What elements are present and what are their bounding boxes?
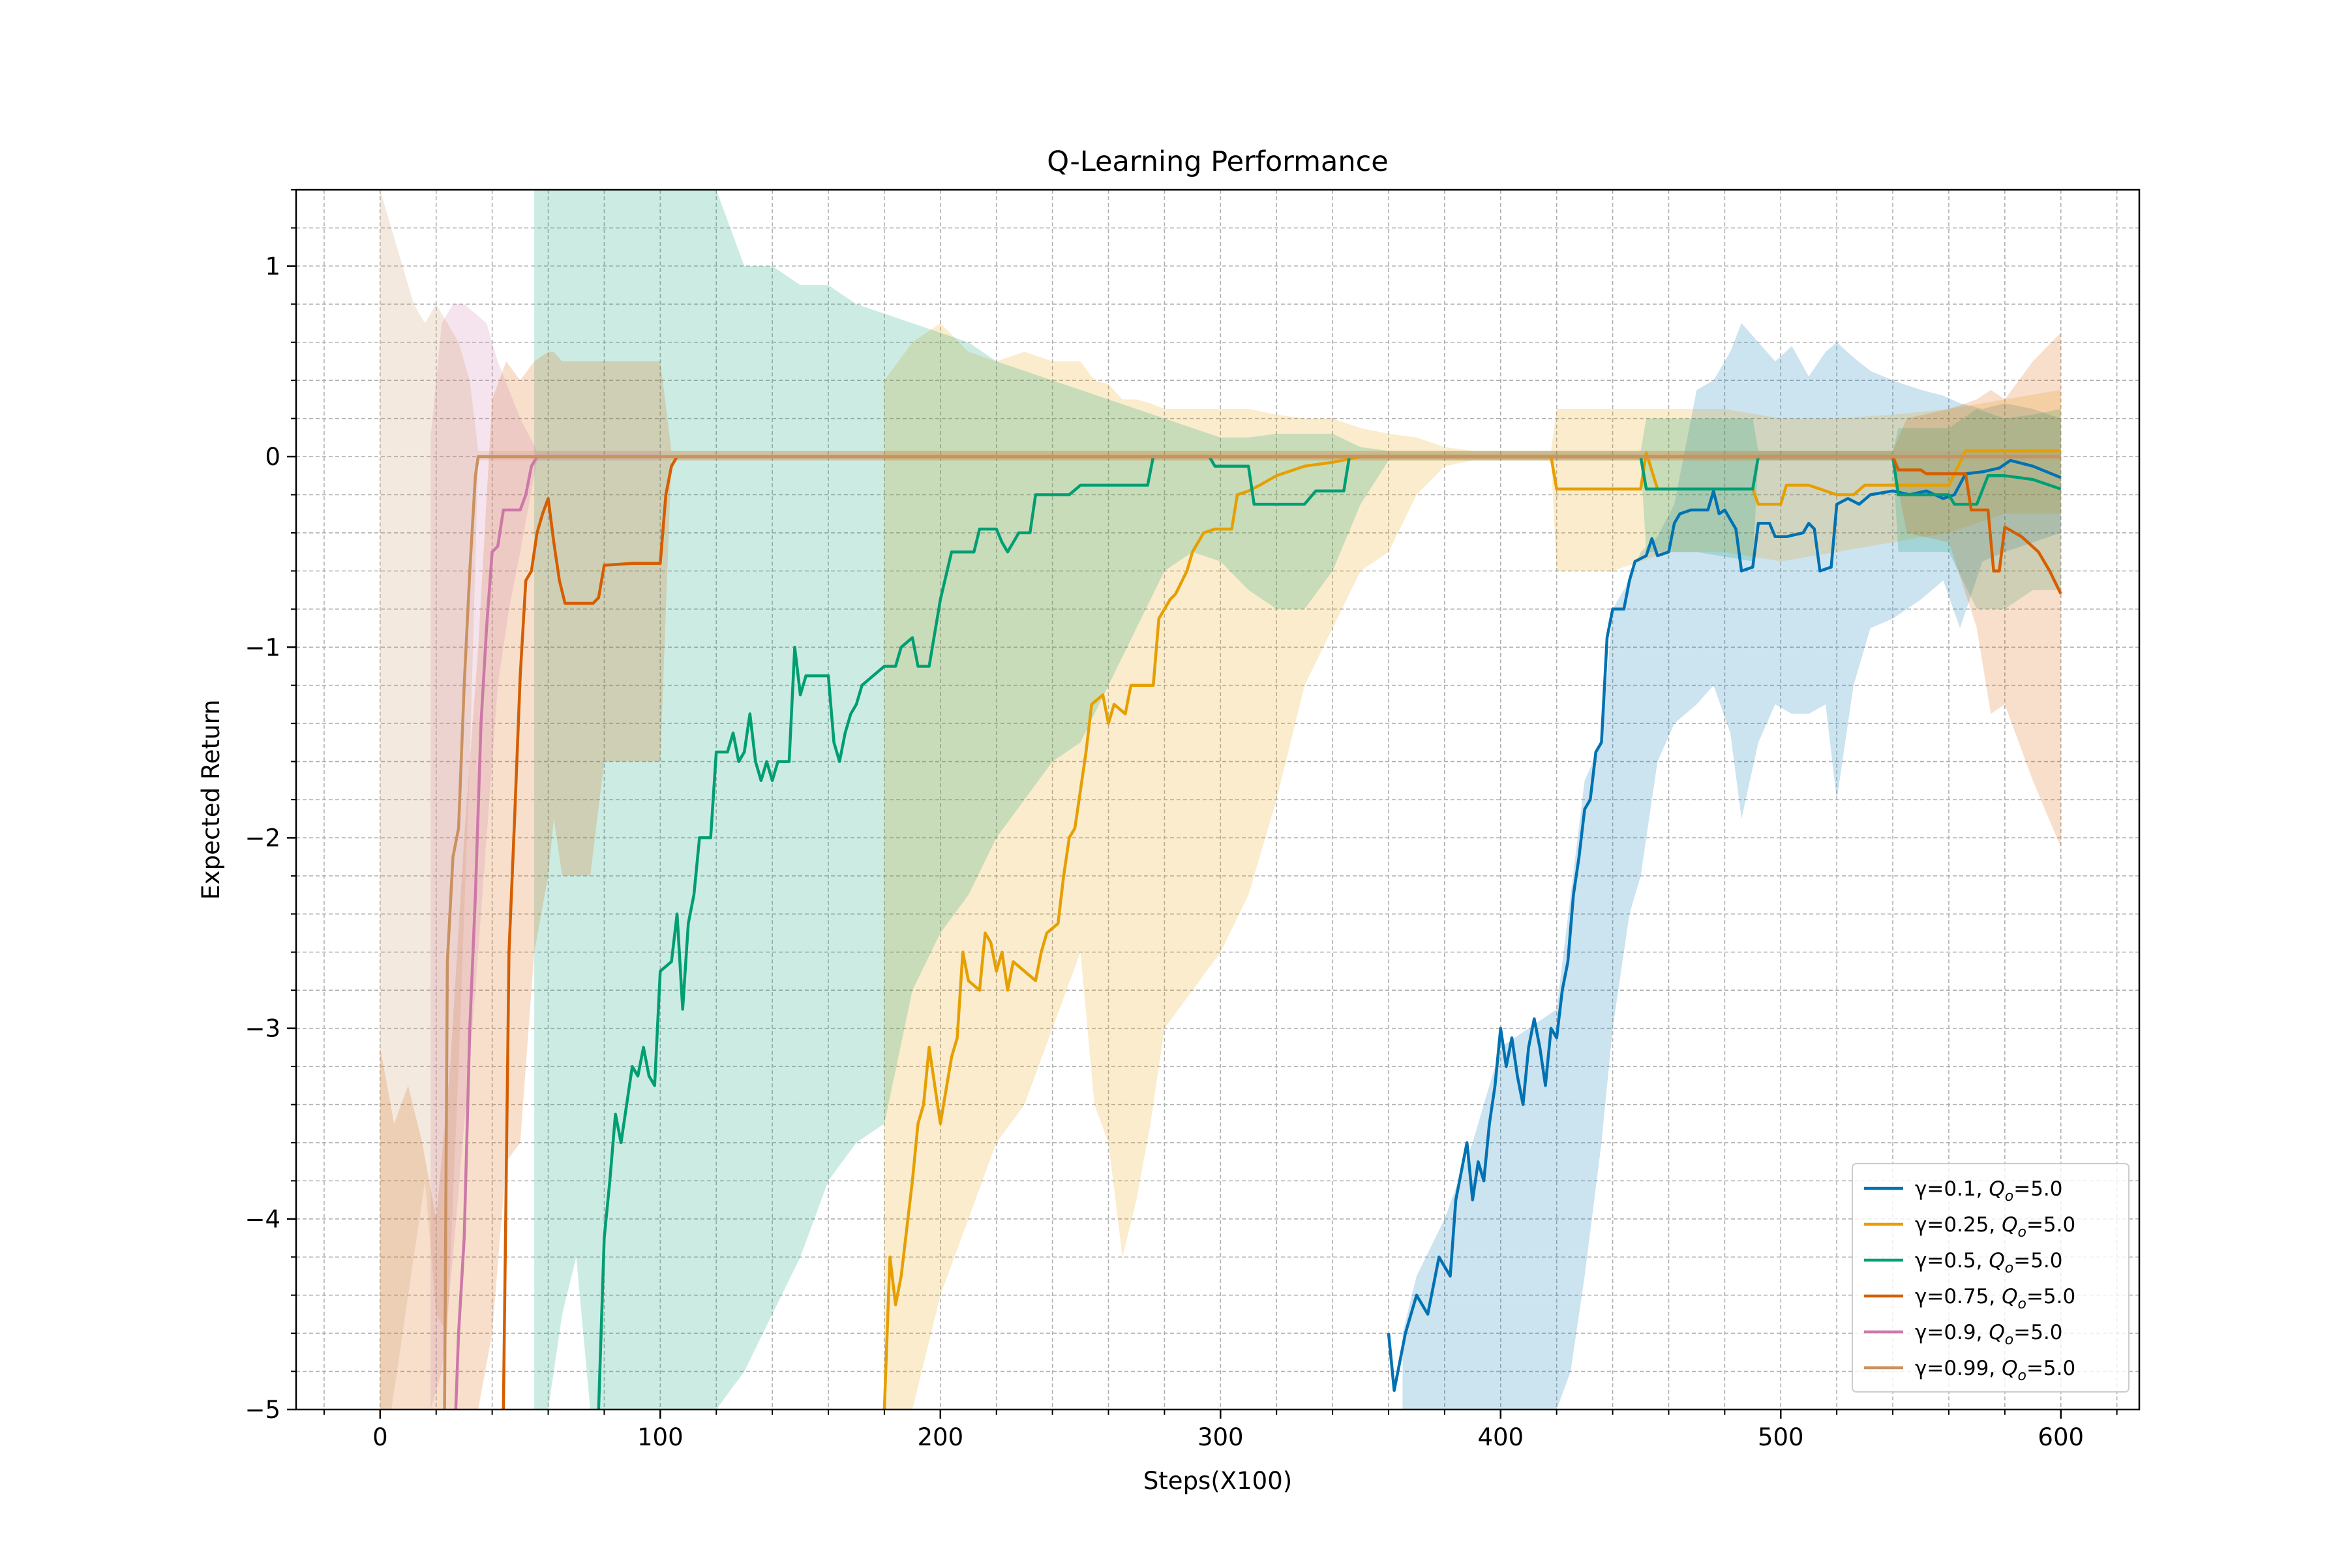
x-tick-label: 300 — [1197, 1423, 1244, 1451]
y-tick-label: −1 — [245, 633, 280, 661]
series-line — [443, 455, 2061, 1410]
y-tick-label: 1 — [265, 252, 280, 280]
chart-title: Q-Learning Performance — [1047, 145, 1388, 178]
y-tick-label: −2 — [245, 824, 280, 852]
y-tick-label: 0 — [265, 443, 280, 471]
series-band — [430, 304, 661, 1410]
series-line — [1387, 459, 2062, 1393]
legend-label: γ=0.75, Qo=5.0 — [1915, 1285, 2075, 1312]
y-axis-label: Expected Return — [197, 699, 225, 899]
x-axis-label: Steps(X100) — [1143, 1467, 1292, 1495]
series-lines — [443, 449, 2062, 1410]
y-tick-label: −3 — [245, 1015, 280, 1043]
x-tick-label: 500 — [1758, 1423, 1804, 1451]
x-tick-label: 600 — [2038, 1423, 2084, 1451]
y-tick-label: −4 — [245, 1205, 280, 1233]
y-tick-label: −5 — [245, 1396, 280, 1424]
x-tick-label: 0 — [372, 1423, 388, 1451]
series-band — [534, 190, 2061, 1410]
x-tick-label: 200 — [917, 1423, 963, 1451]
series-band — [884, 323, 2061, 1410]
legend-label: γ=0.99, Qo=5.0 — [1915, 1357, 2075, 1384]
y-axis-ticks: −5 −4 −3 −2 −1 0 1 — [245, 189, 296, 1424]
x-axis-ticks: 0 100 200 300 400 500 600 — [323, 1410, 2118, 1451]
x-tick-label: 400 — [1477, 1423, 1524, 1451]
series-band — [380, 333, 2061, 1410]
legend-label: γ=0.25, Qo=5.0 — [1915, 1213, 2075, 1241]
legend-box — [1852, 1163, 2130, 1393]
series-band — [1402, 323, 2061, 1410]
legend: γ=0.1, Qo=5.0 γ=0.25, Qo=5.0 γ=0.5, Qo=5.0… — [1852, 1163, 2130, 1393]
series-line — [454, 455, 661, 1410]
x-tick-label: 100 — [637, 1423, 684, 1451]
legend-label: γ=0.5, Qo=5.0 — [1915, 1249, 2063, 1276]
confidence-bands — [380, 190, 2061, 1410]
grid-layer — [296, 189, 2139, 1410]
legend-label: γ=0.1, Qo=5.0 — [1915, 1177, 2063, 1205]
legend-label: γ=0.9, Qo=5.0 — [1915, 1321, 2063, 1348]
